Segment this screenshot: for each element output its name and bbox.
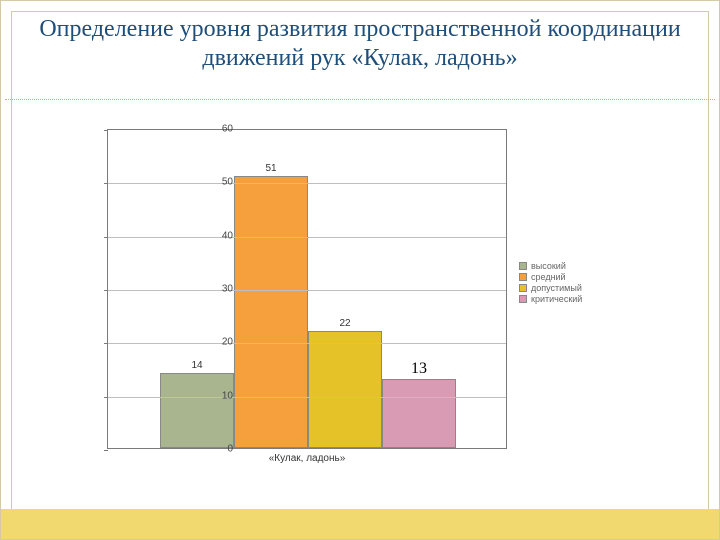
ytick-mark <box>104 343 108 344</box>
ytick-label: 60 <box>193 124 233 135</box>
chart-xlabel: «Кулак, ладонь» <box>107 453 507 464</box>
bar-средний: 51 <box>234 176 308 448</box>
chart-bars: 14512213 <box>108 130 506 448</box>
ytick-mark <box>104 237 108 238</box>
legend-item: допустимый <box>519 283 582 293</box>
ytick-mark <box>104 183 108 184</box>
legend-item: высокий <box>519 261 582 271</box>
bar-допустимый: 22 <box>308 331 382 448</box>
ytick-mark <box>104 397 108 398</box>
chart: 14512213 «Кулак, ладонь» высокийсреднийд… <box>57 121 637 491</box>
ytick-mark <box>104 130 108 131</box>
gridline <box>108 343 506 344</box>
legend-swatch <box>519 295 527 303</box>
slide-title: Определение уровня развития пространстве… <box>21 15 699 73</box>
gridline <box>108 237 506 238</box>
ytick-label: 20 <box>193 337 233 348</box>
ytick-label: 50 <box>193 177 233 188</box>
legend-item: критический <box>519 294 582 304</box>
bar-value-label: 14 <box>161 360 233 371</box>
dotted-divider <box>5 99 715 100</box>
ytick-mark <box>104 290 108 291</box>
ytick-label: 0 <box>193 444 233 455</box>
legend-label: средний <box>531 272 566 282</box>
ytick-label: 30 <box>193 284 233 295</box>
chart-legend: высокийсреднийдопустимыйкритический <box>519 261 582 305</box>
legend-label: допустимый <box>531 283 582 293</box>
gridline <box>108 183 506 184</box>
gridline <box>108 397 506 398</box>
ytick-label: 10 <box>193 390 233 401</box>
bar-value-label: 22 <box>309 318 381 329</box>
legend-swatch <box>519 273 527 281</box>
accent-bar <box>1 509 719 539</box>
chart-plot: 14512213 <box>107 129 507 449</box>
bar-value-label: 51 <box>235 163 307 174</box>
legend-swatch <box>519 262 527 270</box>
gridline <box>108 290 506 291</box>
slide: Определение уровня развития пространстве… <box>0 0 720 540</box>
legend-label: критический <box>531 294 582 304</box>
bar-критический: 13 <box>382 379 456 448</box>
legend-item: средний <box>519 272 582 282</box>
legend-swatch <box>519 284 527 292</box>
ytick-label: 40 <box>193 230 233 241</box>
ytick-mark <box>104 450 108 451</box>
bar-высокий: 14 <box>160 373 234 448</box>
bar-value-label: 13 <box>383 360 455 378</box>
legend-label: высокий <box>531 261 566 271</box>
